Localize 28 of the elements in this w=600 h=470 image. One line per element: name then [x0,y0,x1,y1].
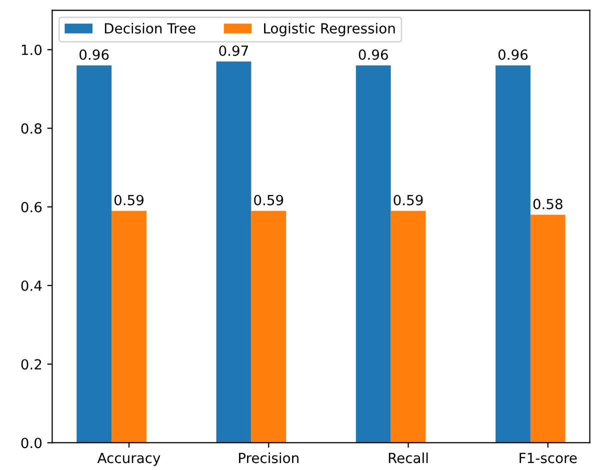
y-tick-label: 0.2 [21,359,42,370]
y-tick-label: 0.4 [21,280,42,291]
data-label: 0.96 [358,49,388,60]
bar [216,61,252,443]
y-tick-label: 0.6 [21,202,42,212]
legend-label: Decision Tree [104,22,196,34]
bar [112,210,146,443]
bar [356,65,391,443]
data-label: 0.59 [254,194,284,206]
y-tick-label: 1.0 [22,44,42,56]
y-tick-label: 0.8 [21,123,42,134]
x-tick-label: F1-score [520,452,577,464]
bar [390,210,426,443]
bar [76,65,112,443]
legend-label: Logistic Regression [264,22,395,36]
data-label: 0.58 [533,198,562,210]
x-tick-label: Accuracy [97,452,160,466]
data-label: 0.97 [219,45,248,56]
data-label: 0.96 [80,49,109,60]
data-label: 0.59 [394,194,423,206]
y-tick-label: 0.0 [21,438,42,448]
bar [530,214,566,443]
data-label: 0.96 [498,49,528,60]
data-label: 0.59 [114,194,144,206]
x-tick-label: Recall [388,452,428,464]
bar [496,65,530,443]
bar [251,210,286,443]
x-tick-label: Precision [239,452,298,464]
